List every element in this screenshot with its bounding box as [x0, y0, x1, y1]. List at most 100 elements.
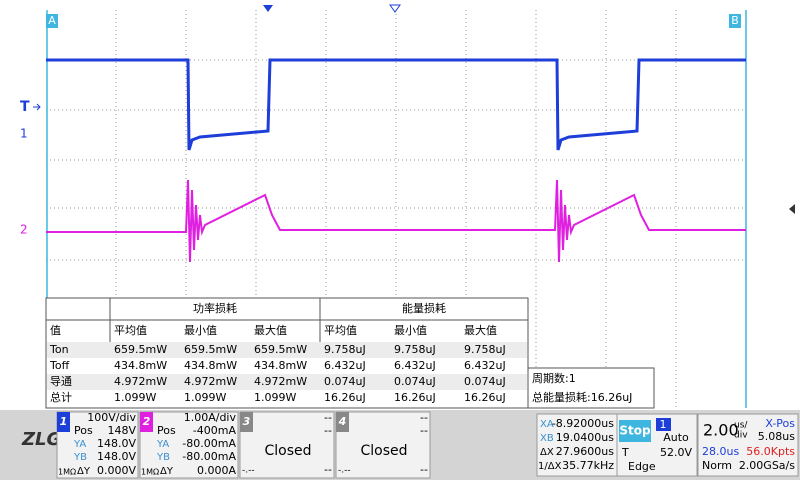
cell: 0.074uJ [324, 375, 366, 388]
channel-pos: -- [324, 424, 332, 437]
channel-pos: -400mA [193, 424, 237, 437]
cell: Toff [49, 359, 70, 372]
trigger-source: 1 [660, 418, 667, 431]
acq-mode: Norm [702, 459, 732, 472]
time-unit: div [734, 431, 748, 441]
pos-label: Pos [157, 424, 176, 437]
coupling: 1MΩ [141, 468, 159, 477]
cell: 4.972mW [254, 375, 307, 388]
channel-pos: 148V [107, 424, 136, 437]
stop-box[interactable] [619, 420, 651, 442]
trigger-pos [263, 5, 273, 12]
cell: 434.8mW [254, 359, 307, 372]
inv-value: 35.77kHz [562, 459, 614, 472]
cell: 导通 [50, 375, 72, 388]
channel-box [239, 411, 335, 479]
cursor-a-label: A [48, 14, 56, 27]
dx-value: 27.9600us [556, 445, 614, 458]
pos-label: Pos [74, 424, 93, 437]
yb-label: YB [73, 452, 87, 463]
yb-value: -80.00mA [182, 450, 236, 463]
ya-value: 148.0V [97, 437, 136, 450]
channel-number-box [336, 412, 349, 432]
source-box [656, 418, 671, 431]
trigger-mode: Auto [663, 431, 689, 444]
ch1-marker: 1 [20, 127, 28, 141]
channel-box [139, 411, 239, 479]
cell: 16.26uJ [394, 391, 436, 404]
cell: 总计 [50, 390, 72, 404]
ch1-trace [46, 58, 746, 151]
cell: 6.432uJ [394, 359, 436, 372]
level-label: T [621, 446, 629, 459]
xpos-label: X-Pos [765, 417, 795, 430]
cursor-b-box [729, 14, 741, 28]
sample-rate: 2.00GSa/s [739, 459, 795, 472]
period-count: 周期数:1 [532, 372, 576, 385]
offset-mark [789, 204, 795, 214]
dy-value: 0.000A [197, 464, 236, 477]
channel-dy: -- [420, 463, 428, 476]
group-header: 功率损耗 [193, 301, 237, 315]
column-header: 平均值 [324, 324, 357, 337]
cell: 16.26uJ [324, 391, 366, 404]
channel-number-box [140, 412, 153, 432]
yb-label: YB [156, 452, 170, 463]
xa-label: XA [540, 419, 554, 430]
xpos-value: 5.08us [758, 430, 795, 443]
cell: 659.5mW [184, 343, 237, 356]
channel-scale: 100V/div [87, 411, 136, 424]
cell: 659.5mW [114, 343, 167, 356]
arrow [33, 103, 41, 111]
xb-value: 19.0400us [556, 431, 614, 444]
cell: 6.432uJ [464, 359, 506, 372]
row-bg [47, 374, 527, 390]
column-header: 最大值 [254, 323, 287, 337]
dy-label: ΔY [77, 466, 91, 477]
cell: 4.972mW [114, 375, 167, 388]
summary-box [527, 367, 655, 409]
column-header: 最小值 [394, 324, 427, 337]
cell: 1.099W [184, 391, 226, 404]
ya-value: -80.00mA [182, 437, 236, 450]
dy-label: ΔY [160, 466, 174, 477]
cell: 1.099W [114, 391, 156, 404]
dx-label: ΔX [540, 447, 554, 458]
cell: 0.074uJ [464, 375, 506, 388]
cell: 1.099W [254, 391, 296, 404]
cell: 0.074uJ [394, 375, 436, 388]
channel-scale: -- [324, 411, 332, 424]
cell: 6.432uJ [324, 359, 366, 372]
center-mark [389, 4, 401, 13]
group-header: 能量损耗 [402, 301, 446, 315]
total-energy: 总能量损耗:16.26uJ [532, 390, 632, 404]
channel-dy: -- [324, 463, 332, 476]
logo: ZLG [21, 429, 61, 450]
trigger-level-marker: T [20, 99, 30, 115]
ya-label: YA [156, 439, 169, 450]
cell: 434.8mW [114, 359, 167, 372]
channel-dy-left: -.-- [338, 466, 351, 476]
points: 56.0Kpts [746, 445, 795, 458]
channel-number: 2 [143, 415, 151, 428]
time-unit: us/ [734, 421, 748, 431]
cursor-panel [536, 413, 618, 477]
column-header: 值 [50, 324, 61, 337]
cell: 9.758uJ [394, 343, 436, 356]
time-scale: 2.00 [703, 421, 739, 440]
record-length: 28.0us [702, 445, 739, 458]
run-state[interactable]: Stop [619, 424, 651, 438]
channel-state: Closed [264, 443, 311, 459]
channel-box [335, 411, 431, 479]
channel-scale: -- [420, 411, 428, 424]
ya-label: YA [73, 439, 86, 450]
coupling: 1MΩ [58, 468, 76, 477]
inv-label: 1/ΔX [538, 461, 562, 472]
channel-dy-left: -.-- [242, 466, 255, 476]
channel-state: Closed [360, 443, 407, 459]
column-header: 平均值 [114, 324, 147, 337]
cursor-a-box [46, 14, 58, 28]
channel-number: 4 [338, 415, 347, 428]
